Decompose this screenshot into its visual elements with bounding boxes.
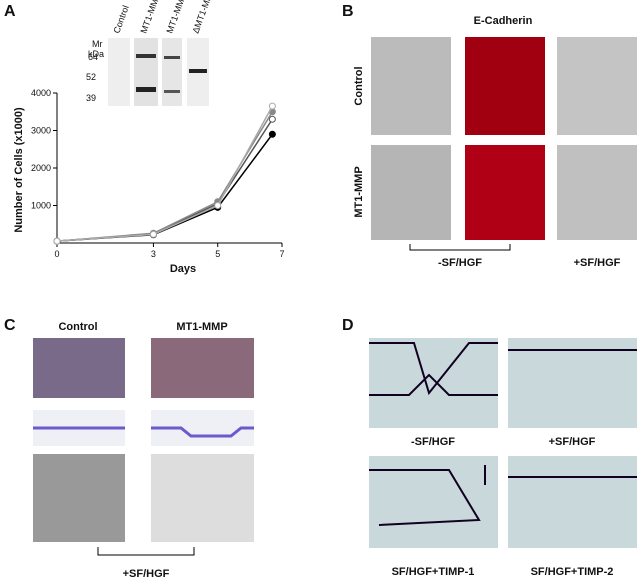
y-tick-label: 2000 [31,163,51,173]
x-tick-label: 5 [215,249,220,259]
series-line [56,133,273,242]
d-label: SF/HGF+TIMP-2 [531,566,614,578]
blot-marker: 64 [88,52,98,62]
x-tick-label: 0 [54,249,59,259]
blot [108,38,209,106]
b-row-label: MT1-MMP [353,166,365,217]
x-tick-label: 3 [151,249,156,259]
y-tick-label: 1000 [31,201,51,211]
blot-mr: Mr [92,39,103,49]
series-line [56,118,273,242]
y-tick-label: 4000 [31,88,51,98]
b-row-label: Control [353,66,365,105]
panel-label: B [342,3,354,20]
blot-marker: 39 [86,93,96,103]
blot-lane: ΔMT1-MMP [190,0,216,35]
point [53,237,61,245]
c-col-label: Control [58,321,97,333]
x-tick-label: 7 [279,249,284,259]
d-label: +SF/HGF [549,436,596,448]
point [268,115,276,123]
blot-marker: 52 [86,72,96,82]
panel-label: D [342,317,354,334]
b-label: +SF/HGF [574,257,621,269]
panel-label: C [4,317,16,334]
blot-kda: kDa [88,49,104,59]
y-tick-label: 3000 [31,126,51,136]
d-label: -SF/HGF [411,436,455,448]
series-line [56,105,274,242]
b-label: -SF/HGF [438,257,482,269]
blot-lane: MT1-MMP CT [164,0,193,35]
y-axis-label: Number of Cells (x1000) [13,107,25,233]
point [268,130,276,138]
point [214,202,222,209]
x-axis-label: Days [170,263,196,275]
blot-lane: MT1-MMP [138,0,162,35]
b-title: E-Cadherin [474,15,533,27]
c-col-label: MT1-MMP [176,321,227,333]
d-label: SF/HGF+TIMP-1 [392,566,475,578]
point [149,230,157,238]
blot-lane: Control [111,4,130,35]
point [268,102,276,110]
c-label: +SF/HGF [123,568,170,580]
panel-label: A [4,3,16,20]
